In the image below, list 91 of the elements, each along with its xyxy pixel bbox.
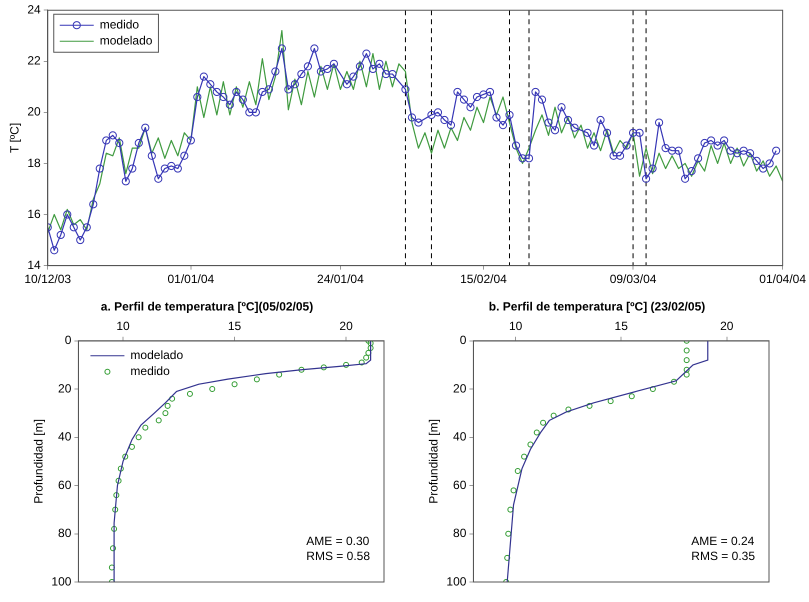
point (565, 406, 572, 413)
point (521, 454, 528, 460)
x-tick-label: 20 (339, 318, 354, 333)
point (368, 340, 374, 346)
point (112, 506, 118, 513)
annotation: RMS = 0.58 (306, 549, 370, 563)
annotation: AME = 0.30 (306, 534, 370, 548)
point (111, 526, 118, 532)
x-tick-label: 10 (116, 318, 130, 333)
chart-title: b. Perfil de temperatura [ºC] (23/02/05) (488, 300, 706, 314)
point (628, 393, 635, 400)
y-axis-title: Profundidad [m] (426, 419, 441, 504)
y-tick-label: 24 (27, 2, 42, 17)
x-tick-label: 20 (720, 318, 734, 333)
x-tick-label: 01/01/04 (167, 272, 215, 286)
point (186, 390, 193, 397)
point (684, 347, 690, 354)
point (110, 545, 116, 552)
point (534, 429, 540, 436)
point (684, 366, 690, 373)
point (116, 478, 122, 484)
point (118, 466, 124, 472)
point (505, 530, 512, 537)
point (162, 410, 168, 416)
point (550, 412, 557, 419)
point (684, 372, 690, 378)
legend-label: medido (130, 364, 170, 378)
chart-title: a. Perfil de temperatura [ºC](05/02/05) (100, 300, 314, 314)
y-tick-label: 80 (453, 526, 467, 540)
point (363, 354, 370, 361)
point (527, 442, 534, 448)
point (142, 424, 148, 431)
y-tick-label: 22 (27, 54, 42, 68)
y-axis-title: T [ºC] (8, 122, 22, 153)
y-tick-label: 100 (51, 574, 72, 588)
y-tick-label: 16 (27, 206, 42, 221)
x-tick-label: 15 (614, 318, 628, 333)
y-tick-label: 0 (64, 333, 72, 348)
annotation: RMS = 0.35 (691, 549, 756, 563)
y-tick-label: 100 (446, 574, 467, 588)
x-tick-label: 15 (228, 318, 242, 333)
point (368, 345, 374, 352)
point (343, 362, 350, 368)
y-tick-label: 40 (453, 430, 467, 444)
point (209, 386, 216, 392)
point (650, 386, 656, 392)
y-tick-label: 20 (27, 104, 42, 119)
point (540, 420, 546, 426)
point (320, 364, 327, 370)
point (156, 417, 162, 424)
y-tick-label: 14 (27, 258, 42, 272)
y-tick-label: 80 (58, 526, 72, 540)
point (358, 360, 365, 366)
point (128, 444, 135, 450)
point (164, 402, 171, 409)
y-tick-label: 60 (58, 478, 72, 492)
point (108, 564, 115, 571)
point (113, 492, 120, 498)
y-tick-label: 20 (453, 381, 467, 396)
point (586, 402, 593, 409)
x-tick-label: 01/04/04 (759, 272, 806, 286)
x-tick-label: 09/03/04 (610, 272, 657, 286)
legend-label: modelado (100, 34, 153, 48)
x-tick-label: 10/12/03 (24, 272, 72, 286)
x-tick-label: 10 (508, 318, 523, 333)
point (510, 487, 517, 494)
point (507, 506, 514, 513)
y-axis-title: Profundidad [m] (32, 419, 46, 504)
point (608, 398, 614, 404)
legend-label: modelado (130, 348, 184, 362)
y-tick-label: 0 (460, 333, 467, 348)
point (254, 376, 260, 382)
point (514, 468, 521, 474)
annotation: AME = 0.24 (691, 534, 755, 548)
x-tick-label: 24/01/04 (317, 272, 364, 286)
legend-label: medido (100, 18, 140, 32)
point (670, 378, 677, 385)
y-tick-label: 18 (27, 156, 42, 170)
point (169, 396, 176, 402)
point (504, 554, 510, 561)
point (136, 434, 142, 440)
point (684, 357, 690, 364)
point (232, 381, 238, 388)
point (276, 372, 282, 378)
x-tick-label: 15/02/04 (460, 272, 508, 286)
y-tick-label: 20 (58, 381, 72, 396)
y-tick-label: 40 (58, 430, 72, 444)
point (298, 366, 304, 373)
point (122, 454, 128, 460)
y-tick-label: 60 (453, 478, 467, 492)
point (365, 350, 372, 356)
